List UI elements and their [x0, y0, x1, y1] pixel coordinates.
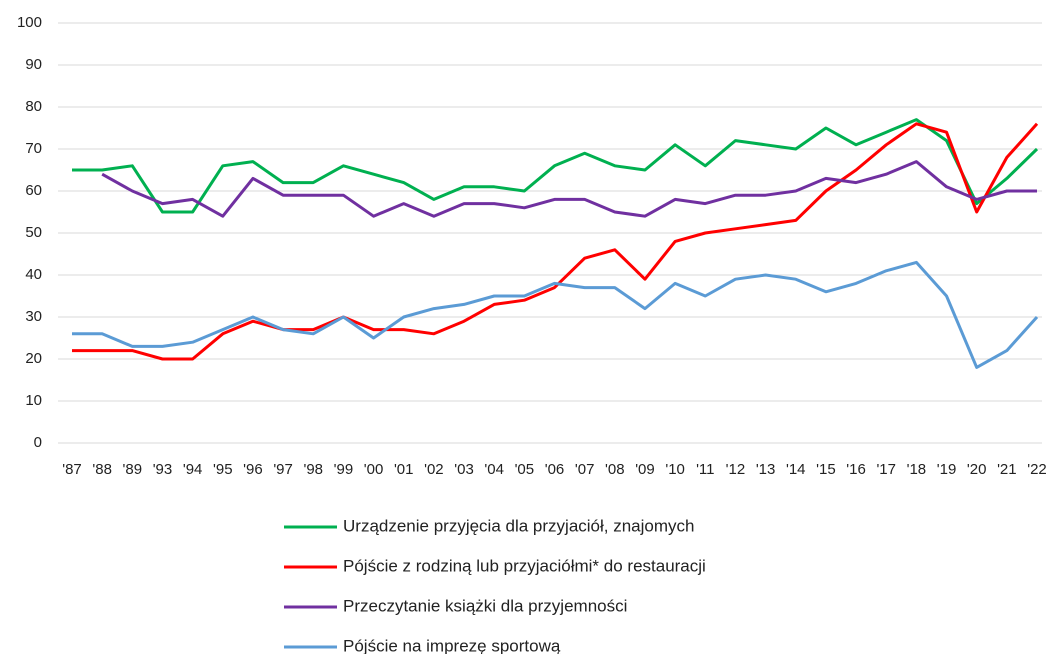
x-tick-label: '98 — [303, 461, 323, 478]
x-tick-label: '17 — [876, 461, 896, 478]
x-tick-label: '19 — [937, 461, 957, 478]
x-tick-label: '01 — [394, 461, 414, 478]
x-tick-label: '06 — [545, 461, 565, 478]
y-tick-label: 100 — [17, 14, 42, 31]
y-tick-label: 30 — [25, 308, 42, 325]
legend-label: Urządzenie przyjęcia dla przyjaciół, zna… — [343, 516, 694, 535]
legend-label: Pójście na imprezę sportową — [343, 636, 561, 654]
legend-label: Przeczytanie książki dla przyjemności — [343, 596, 627, 615]
x-tick-label: '15 — [816, 461, 836, 478]
y-tick-label: 40 — [25, 266, 42, 283]
x-tick-label: '02 — [424, 461, 444, 478]
x-tick-label: '03 — [454, 461, 474, 478]
x-tick-label: '97 — [273, 461, 293, 478]
x-tick-label: '99 — [334, 461, 354, 478]
x-tick-label: '16 — [846, 461, 866, 478]
x-tick-label: '00 — [364, 461, 384, 478]
series-line — [72, 260, 1039, 369]
x-tick-label: '94 — [183, 461, 203, 478]
legend-label: Pójście z rodziną lub przyjaciółmi* do r… — [343, 556, 706, 575]
x-tick-label: '13 — [756, 461, 776, 478]
y-tick-label: 60 — [25, 182, 42, 199]
y-tick-label: 50 — [25, 224, 42, 241]
x-tick-label: '14 — [786, 461, 806, 478]
x-tick-label: '04 — [484, 461, 504, 478]
x-tick-label: '21 — [997, 461, 1017, 478]
x-tick-label: '05 — [515, 461, 535, 478]
series-line — [72, 122, 1039, 361]
y-tick-label: 90 — [25, 56, 42, 73]
x-tick-label: '95 — [213, 461, 233, 478]
x-tick-label: '09 — [635, 461, 655, 478]
y-tick-label: 0 — [34, 434, 42, 451]
y-tick-label: 10 — [25, 392, 42, 409]
x-tick-label: '88 — [92, 461, 112, 478]
x-tick-label: '11 — [696, 461, 714, 478]
series-line — [72, 118, 1039, 214]
series-line — [101, 160, 1037, 218]
x-tick-label: '93 — [153, 461, 173, 478]
x-tick-label: '96 — [243, 461, 263, 478]
x-tick-label: '10 — [665, 461, 685, 478]
x-tick-label: '12 — [726, 461, 746, 478]
x-tick-label: '89 — [123, 461, 143, 478]
x-tick-label: '87 — [62, 461, 82, 478]
y-tick-label: 80 — [25, 98, 42, 115]
x-tick-label: '22 — [1027, 461, 1047, 478]
x-tick-label: '07 — [575, 461, 595, 478]
x-tick-label: '18 — [907, 461, 927, 478]
y-tick-label: 70 — [25, 140, 42, 157]
y-tick-label: 20 — [25, 350, 42, 367]
x-tick-label: '08 — [605, 461, 625, 478]
x-tick-label: '20 — [967, 461, 987, 478]
